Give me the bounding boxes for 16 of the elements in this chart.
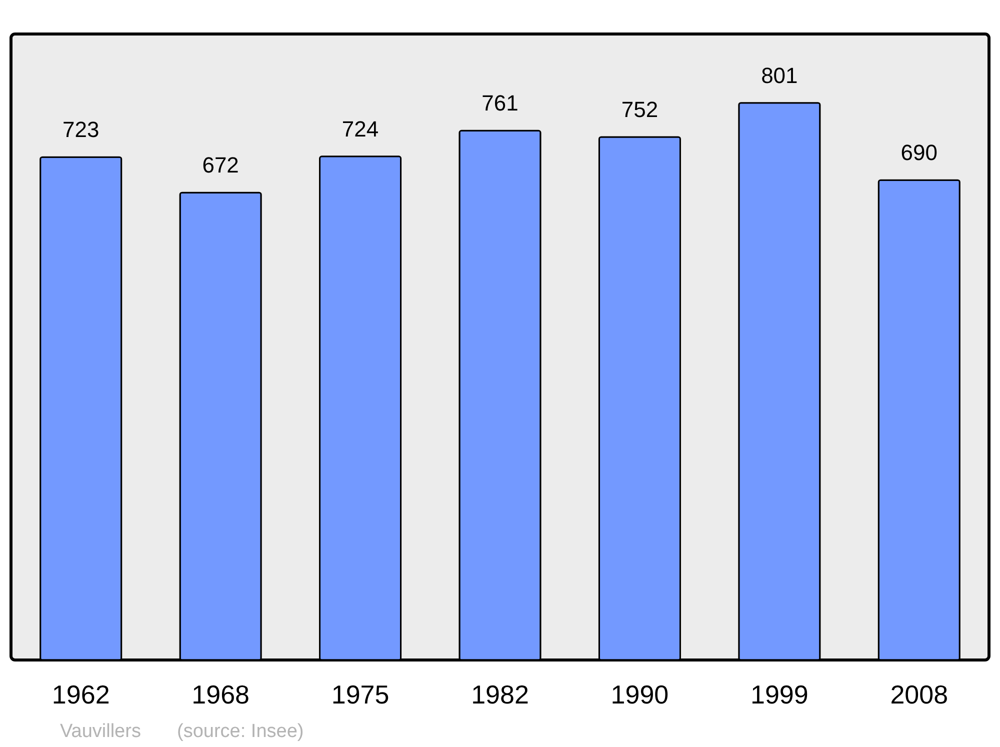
data-label: 752	[621, 96, 658, 122]
data-label: 724	[342, 116, 379, 142]
x-tick-label: 1999	[750, 680, 808, 710]
data-label: 801	[761, 62, 798, 88]
data-label: 672	[202, 152, 239, 178]
x-tick-label: 1968	[192, 680, 250, 710]
text: (source: Insee)	[177, 721, 304, 742]
x-tick-label: 1982	[471, 680, 529, 710]
data-label: 723	[62, 117, 100, 142]
x-tick-label: 1962	[52, 680, 110, 710]
x-tick-label: 1975	[331, 680, 390, 710]
x-tick-label: 1990	[610, 680, 669, 710]
x-tick-label: 2008	[890, 680, 948, 710]
text: Vauvillers	[60, 721, 141, 742]
data-label: 690	[900, 140, 938, 166]
data-label: 761	[482, 90, 518, 116]
